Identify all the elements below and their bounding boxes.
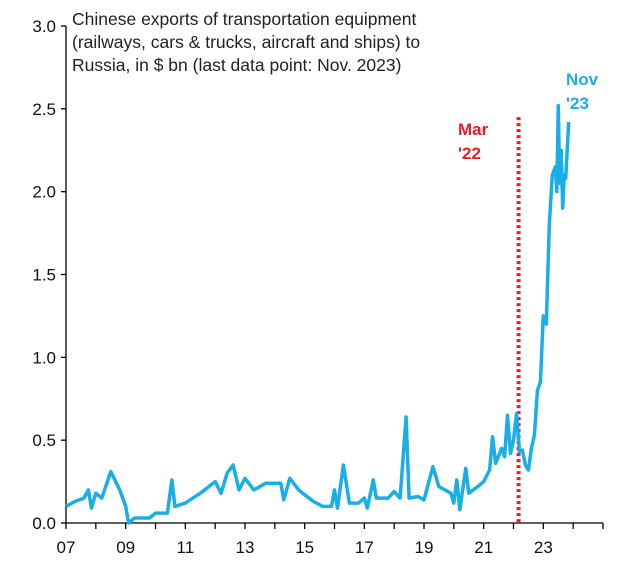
y-tick-label: 3.0 bbox=[32, 17, 56, 36]
y-tick-label: 2.5 bbox=[32, 100, 56, 119]
series-line bbox=[65, 103, 571, 525]
x-tick-label: 19 bbox=[415, 538, 434, 557]
x-tick-label: 21 bbox=[474, 538, 493, 557]
x-tick-label: 13 bbox=[236, 538, 255, 557]
y-tick-label: 2.0 bbox=[32, 183, 56, 202]
x-tick-label: 17 bbox=[355, 538, 374, 557]
x-tick-label: 23 bbox=[534, 538, 553, 557]
title-line: Russia, in $ bn (last data point: Nov. 2… bbox=[72, 55, 402, 75]
y-tick-label: 1.0 bbox=[32, 348, 56, 367]
vline-label: Mar '22 bbox=[458, 118, 488, 166]
y-tick-label: 0.5 bbox=[32, 431, 56, 450]
end-label-line: Nov bbox=[566, 70, 599, 89]
y-tick-label: 0.0 bbox=[32, 514, 56, 533]
chart-title: Chinese exports of transportation equipm… bbox=[72, 8, 420, 77]
x-tick-label: 07 bbox=[57, 538, 76, 557]
x-tick-label: 11 bbox=[177, 538, 195, 557]
end-label: Nov '23 bbox=[566, 68, 598, 116]
vline-label-line: Mar bbox=[458, 120, 489, 139]
end-label-line: '23 bbox=[566, 94, 589, 113]
x-tick-label: 15 bbox=[295, 538, 314, 557]
title-line: (railways, cars & trucks, aircraft and s… bbox=[72, 32, 421, 52]
y-tick-label: 1.5 bbox=[32, 266, 56, 285]
title-line: Chinese exports of transportation equipm… bbox=[72, 9, 417, 29]
x-tick-label: 09 bbox=[116, 538, 135, 557]
vline-label-line: '22 bbox=[458, 144, 481, 163]
